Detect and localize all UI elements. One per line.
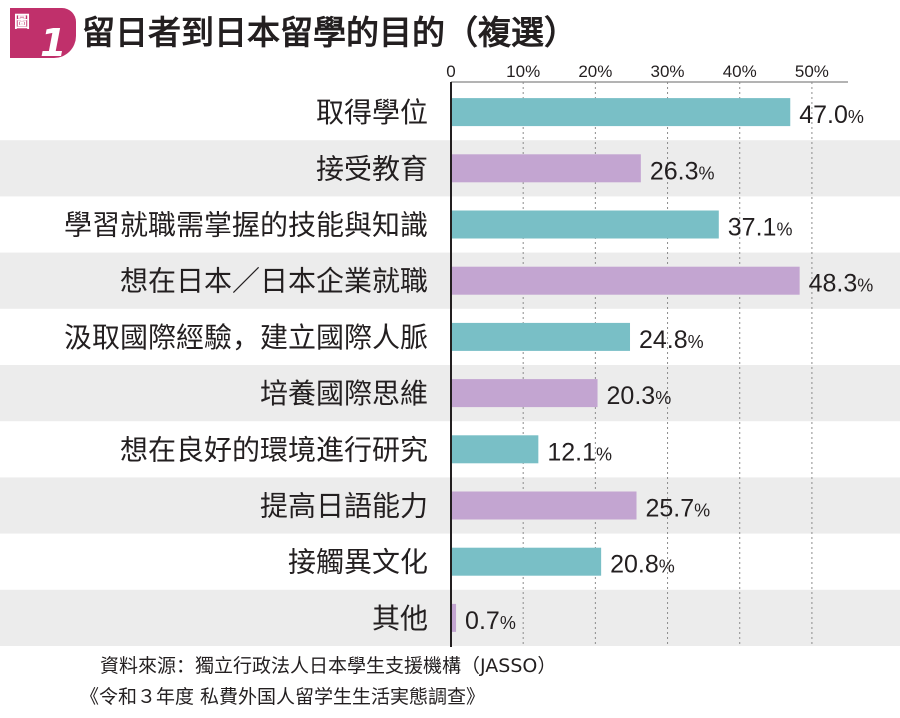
- x-tick-label: 40%: [723, 62, 757, 81]
- bar: [452, 547, 602, 576]
- chart-title: 留日者到日本留學的目的（複選）: [82, 13, 577, 52]
- x-tick-label: 20%: [578, 62, 612, 81]
- x-tick-label: 30%: [651, 62, 685, 81]
- category-label: 接受教育: [316, 152, 428, 185]
- source-note: 資料來源：獨立行政法人日本學生支援機構（JASSO） 《令和３年度 私費外国人留…: [80, 655, 556, 708]
- figure-badge-label: 圖: [14, 12, 30, 31]
- bar: [452, 322, 631, 351]
- category-label: 接觸異文化: [288, 546, 428, 579]
- value-unit: %: [857, 276, 873, 296]
- value-label: 24.8%: [639, 326, 704, 354]
- value-number: 0.7: [465, 607, 500, 635]
- x-tick-label: 10%: [506, 62, 540, 81]
- value-label: 12.1%: [547, 438, 612, 466]
- bar: [452, 98, 791, 127]
- value-number: 47.0: [799, 101, 848, 129]
- value-unit: %: [655, 388, 671, 408]
- figure-badge-number: 1: [40, 21, 66, 65]
- value-labels: 47.0%26.3%37.1%48.3%24.8%20.3%12.1%25.7%…: [465, 101, 873, 635]
- category-labels: 取得學位接受教育學習就職需掌握的技能與知識想在日本／日本企業就職汲取國際經驗，建…: [64, 96, 428, 635]
- value-label: 0.7%: [465, 607, 516, 635]
- bar: [452, 603, 457, 632]
- value-unit: %: [596, 444, 612, 464]
- value-number: 25.7: [646, 495, 695, 523]
- category-label: 想在日本／日本企業就職: [120, 265, 428, 298]
- value-label: 25.7%: [646, 495, 711, 523]
- x-axis-ticks: 0 10% 20% 30% 40% 50%: [446, 62, 829, 81]
- value-unit: %: [500, 613, 516, 633]
- value-unit: %: [848, 107, 864, 127]
- figure-header: 圖 1 留日者到日本留學的目的（複選）: [10, 8, 577, 65]
- bars: [452, 98, 800, 632]
- value-number: 26.3: [650, 157, 699, 185]
- category-label: 汲取國際經驗，建立國際人脈: [64, 321, 428, 354]
- value-number: 20.3: [607, 382, 656, 410]
- x-tick-label: 50%: [795, 62, 829, 81]
- value-number: 48.3: [809, 270, 858, 298]
- value-number: 37.1: [728, 214, 777, 242]
- value-label: 20.8%: [610, 551, 675, 579]
- bar: [452, 435, 539, 464]
- value-number: 20.8: [610, 551, 659, 579]
- bar: [452, 266, 800, 295]
- x-tick-label: 0: [446, 62, 455, 81]
- value-unit: %: [688, 332, 704, 352]
- value-unit: %: [659, 557, 675, 577]
- value-number: 12.1: [547, 438, 596, 466]
- value-unit: %: [776, 220, 792, 240]
- value-unit: %: [694, 501, 710, 521]
- value-label: 26.3%: [650, 157, 715, 185]
- value-unit: %: [699, 163, 715, 183]
- bar: [452, 379, 598, 408]
- source-line-2: 《令和３年度 私費外国人留学生生活実態調查》: [80, 686, 485, 708]
- bar: [452, 154, 641, 183]
- category-label: 其他: [372, 602, 428, 635]
- bar: [452, 491, 637, 520]
- category-label: 學習就職需掌握的技能與知識: [64, 209, 428, 242]
- value-label: 20.3%: [607, 382, 672, 410]
- value-label: 37.1%: [728, 214, 793, 242]
- category-label: 想在良好的環境進行研究: [120, 433, 428, 466]
- figure-badge: [10, 8, 76, 58]
- value-label: 47.0%: [799, 101, 864, 129]
- category-label: 培養國際思維: [260, 377, 428, 410]
- value-label: 48.3%: [809, 270, 874, 298]
- bar: [452, 210, 719, 239]
- category-label: 提高日語能力: [260, 490, 428, 523]
- value-number: 24.8: [639, 326, 688, 354]
- category-label: 取得學位: [316, 96, 428, 129]
- source-line-1: 資料來源：獨立行政法人日本學生支援機構（JASSO）: [100, 655, 556, 677]
